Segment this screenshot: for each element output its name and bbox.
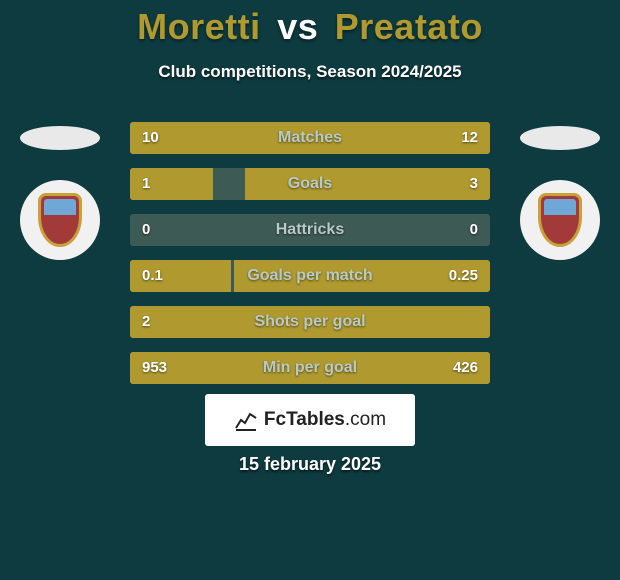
- shield-icon: [538, 193, 582, 247]
- stat-label: Min per goal: [130, 352, 490, 384]
- shield-top: [544, 199, 576, 215]
- comparison-infographic: Moretti vs Preatato Club competitions, S…: [0, 0, 620, 580]
- stat-row: 0.10.25Goals per match: [130, 260, 490, 292]
- brand-suffix: .com: [345, 409, 386, 430]
- stat-label: Matches: [130, 122, 490, 154]
- brand-name: FcTables: [264, 409, 345, 430]
- player-1-oval: [20, 126, 100, 150]
- shield-top: [44, 199, 76, 215]
- stat-row: 2Shots per goal: [130, 306, 490, 338]
- player-1-name: Moretti: [137, 6, 261, 47]
- player-1-club-badge: [20, 180, 100, 260]
- brand-text: FcTables.com: [264, 409, 386, 431]
- player-2-oval: [520, 126, 600, 150]
- brand-box: FcTables.com: [205, 394, 415, 446]
- title: Moretti vs Preatato: [0, 6, 620, 48]
- stat-label: Goals per match: [130, 260, 490, 292]
- subtitle: Club competitions, Season 2024/2025: [0, 62, 620, 82]
- shield-icon: [38, 193, 82, 247]
- stat-bars: 1012Matches 13Goals 00Hattricks 0.10.25Goal…: [130, 122, 490, 398]
- chart-icon: [234, 408, 258, 432]
- stat-row: 1012Matches: [130, 122, 490, 154]
- stat-label: Goals: [130, 168, 490, 200]
- vs-label: vs: [277, 6, 318, 47]
- player-2-club-badge: [520, 180, 600, 260]
- player-2-name: Preatato: [335, 6, 483, 47]
- stat-row: 00Hattricks: [130, 214, 490, 246]
- stat-label: Shots per goal: [130, 306, 490, 338]
- stat-row: 953426Min per goal: [130, 352, 490, 384]
- stat-label: Hattricks: [130, 214, 490, 246]
- stat-row: 13Goals: [130, 168, 490, 200]
- date-label: 15 february 2025: [0, 454, 620, 475]
